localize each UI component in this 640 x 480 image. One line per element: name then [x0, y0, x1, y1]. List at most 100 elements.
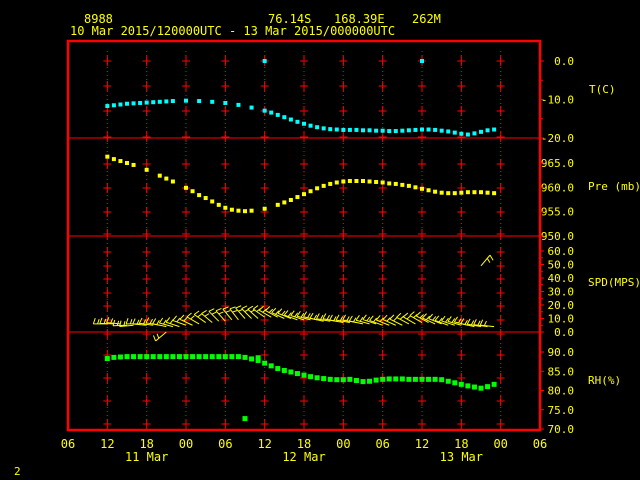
wind-barb-feather	[235, 305, 242, 309]
wind-barb-shaft	[165, 321, 180, 328]
wind-barb-feather	[183, 317, 188, 322]
pressure-point	[157, 173, 162, 178]
humidity-point	[150, 354, 156, 360]
temperature-point	[144, 100, 149, 105]
wind-barb-shaft	[186, 316, 200, 325]
wind-barb-shaft	[409, 315, 423, 323]
humidity-point	[249, 356, 255, 362]
x-tick-label: 06	[218, 437, 232, 451]
wind-barb-feather	[247, 305, 254, 310]
wind-barb-shaft	[258, 309, 272, 318]
wind-barb-feather	[326, 314, 330, 320]
x-tick-label: 06	[61, 437, 75, 451]
wind-barb-feather	[307, 313, 311, 318]
humidity-point	[209, 354, 215, 360]
wind-barb-feather	[406, 315, 412, 320]
humidity-point	[131, 354, 137, 360]
pressure-point	[334, 180, 339, 185]
pressure-point	[131, 162, 136, 167]
wind-barb-feather	[419, 314, 424, 319]
pressure-point	[275, 202, 280, 207]
y-tick-label: 50.0	[548, 259, 575, 272]
y-tick-label: 965.0	[541, 157, 574, 170]
wind-barb-feather	[473, 319, 477, 325]
wind-barb-shaft	[241, 308, 252, 319]
wind-barb-feather	[136, 319, 140, 325]
wind-barb-shaft	[172, 319, 187, 326]
temperature-point	[184, 98, 188, 103]
wind-barb-feather	[129, 319, 133, 325]
wind-barb-shaft	[382, 319, 396, 326]
temperature-point	[262, 59, 267, 63]
y-tick-label: 60.0	[548, 245, 575, 258]
wind-barb-feather	[165, 317, 171, 323]
temperature-point	[262, 108, 267, 113]
wind-barb-feather	[335, 314, 340, 321]
humidity-point	[314, 375, 320, 381]
page-number: 2	[14, 465, 21, 478]
pressure-point	[485, 190, 490, 195]
x-axis: 06 12 18 00 06 12 18 00 06 12 18 00 06 11 Mar 12 Mar 13…	[61, 437, 547, 464]
temperature-point	[354, 127, 359, 132]
temperature-point	[452, 130, 457, 135]
temperature-point	[485, 128, 490, 133]
y-tick-label: 0.0	[554, 55, 574, 68]
pressure-point	[413, 185, 418, 190]
x-day-label: 12 Mar	[282, 450, 325, 464]
pressure-point	[111, 157, 116, 162]
temperature-point	[118, 102, 123, 107]
y-tick-label: 40.0	[548, 272, 575, 285]
wind-barb-feather	[313, 314, 318, 320]
wind-barb-feather	[179, 314, 185, 320]
temperature-point	[328, 127, 333, 132]
wind-barb-feather	[163, 319, 167, 325]
chart-grid	[68, 51, 540, 429]
humidity-point	[478, 385, 484, 391]
wind-barb-feather	[149, 318, 153, 324]
wind-barb-feather	[215, 307, 222, 312]
y-tick-label: 85.0	[548, 365, 575, 378]
temperature-point	[288, 117, 293, 122]
y-tick-label: 90.0	[548, 346, 575, 359]
temperature-point	[361, 128, 365, 133]
pressure-point	[328, 181, 333, 186]
pressure-point	[406, 183, 411, 188]
wind-barb-shaft	[271, 312, 285, 319]
humidity-point	[222, 354, 228, 360]
humidity-point	[465, 383, 471, 389]
humidity-point	[288, 369, 294, 375]
wind-barb-feather	[389, 314, 395, 320]
wind-barb-feather	[132, 318, 136, 325]
temperature-series	[105, 59, 497, 137]
y-tick-label: 0.0	[554, 326, 574, 339]
temperature-point	[138, 100, 143, 105]
pressure-point	[249, 208, 254, 213]
x-tick-label: 00	[336, 437, 350, 451]
wind-barb-feather	[222, 306, 229, 310]
wind-barb-feather	[451, 318, 456, 323]
wind-barb-feather	[186, 312, 192, 318]
humidity-point	[426, 376, 432, 382]
temperature-point	[492, 127, 497, 132]
wind-barb-shaft	[369, 319, 383, 326]
wind-barb-feather	[375, 315, 381, 321]
wind-barb-shaft	[284, 314, 298, 321]
humidity-series	[104, 354, 497, 422]
wind-barb-feather	[393, 317, 398, 322]
pressure-point	[354, 179, 359, 184]
wind-barb-feather	[470, 320, 475, 326]
wind-barb-shaft	[422, 317, 436, 325]
wind-barb-feather	[287, 312, 292, 317]
wind-barb-feather	[156, 333, 160, 339]
y-tick-label: 80.0	[548, 385, 575, 398]
wind-barb-shaft	[119, 324, 134, 327]
humidity-point	[275, 366, 281, 372]
wind-barb-feather	[92, 318, 96, 325]
humidity-point	[432, 376, 438, 382]
wind-barb-feather	[483, 320, 487, 326]
wind-barb-shaft	[415, 315, 429, 323]
wind-barb-feather	[373, 317, 377, 323]
wind-barb-feather	[190, 315, 195, 320]
wind-barb-feather	[415, 311, 421, 317]
humidity-point	[380, 376, 386, 382]
